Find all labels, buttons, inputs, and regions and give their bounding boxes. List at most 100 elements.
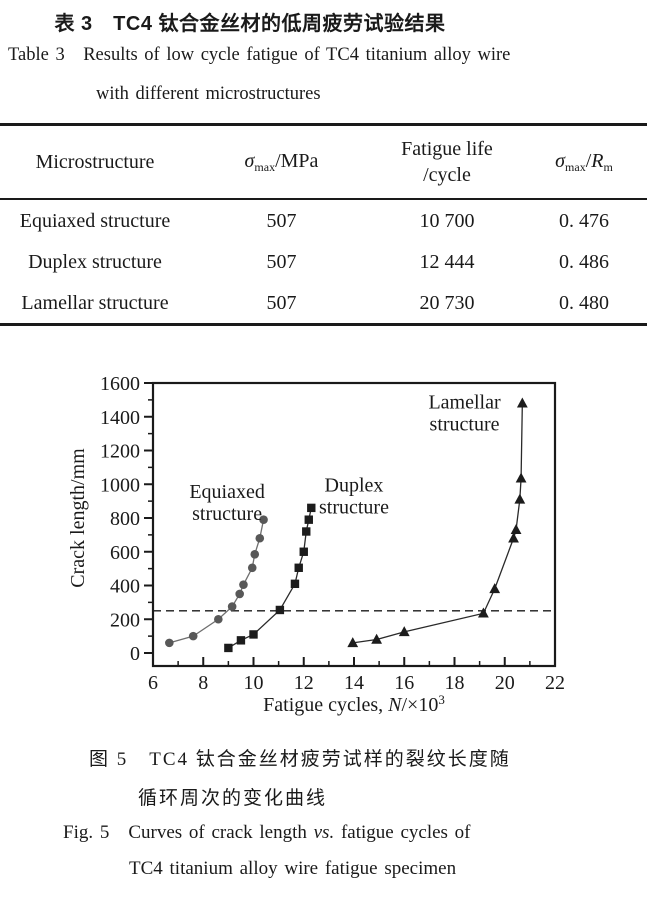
cell-microstructure: Duplex structure <box>28 250 162 273</box>
figure-caption-en-line1: Fig. 5 Curves of crack length vs. fatigu… <box>63 822 471 844</box>
data-point <box>302 527 311 536</box>
sigma-symbol: σ <box>555 150 566 173</box>
series-lamellar: Lamellar structure <box>347 392 528 648</box>
table-row: Duplex structure 507 12 444 0. 486 <box>0 241 647 282</box>
cell-sigma-max: 507 <box>266 291 297 314</box>
table-title-zh: 表 3 TC4 钛合金丝材的低周疲劳试验结果 <box>54 13 446 35</box>
cell-ratio: 0. 480 <box>559 291 609 314</box>
cell-fatigue-life: 20 730 <box>419 291 475 314</box>
data-point <box>307 503 316 513</box>
table-row: Equiaxed structure 507 10 700 0. 476 <box>0 200 647 241</box>
data-point <box>249 630 258 639</box>
x-tick-label: 8 <box>198 672 208 694</box>
x-tick-label: 16 <box>394 672 414 694</box>
x-tick-label: 18 <box>445 672 465 694</box>
results-table: Microstructure σmax/MPa Fatigue life /cy… <box>0 123 647 326</box>
header-fatigue-life-line2: /cycle <box>423 164 471 186</box>
series-equiaxed: Equiaxed structure <box>165 481 268 648</box>
data-point <box>371 633 383 644</box>
figure-caption-zh-line2: 循环周次的变化曲线 <box>138 788 328 809</box>
table-title-en-line2: with different microstructures <box>96 84 321 104</box>
y-tick-label: 400 <box>110 576 140 598</box>
data-point <box>188 631 198 641</box>
sigma-unit: /MPa <box>275 150 319 173</box>
x-axis-title: Fatigue cycles, N/×103 <box>263 692 445 716</box>
r-symbol: R <box>591 150 604 173</box>
data-point <box>514 493 526 504</box>
data-point <box>247 563 257 573</box>
header-microstructure: Microstructure <box>35 151 155 173</box>
table-row: Lamellar structure 507 20 730 0. 480 <box>0 282 647 323</box>
cell-fatigue-life: 12 444 <box>419 250 475 273</box>
data-point <box>235 589 244 599</box>
data-point <box>214 614 223 624</box>
data-point <box>516 397 528 408</box>
cell-sigma-max: 507 <box>266 250 297 273</box>
data-point <box>294 563 303 572</box>
data-point <box>398 626 410 637</box>
data-point <box>489 583 501 594</box>
data-point <box>347 637 359 648</box>
data-point <box>165 638 174 648</box>
y-axis-title: Crack length/mm <box>67 448 89 588</box>
y-tick-label: 1200 <box>100 441 140 463</box>
sigma-symbol: σ <box>244 150 255 173</box>
figure-caption-en-line2: TC4 titanium alloy wire fatigue specimen <box>129 858 457 879</box>
x-tick-label: 10 <box>244 672 264 694</box>
x-tick-label: 20 <box>495 672 515 694</box>
series-label: Duplex structure <box>319 474 389 518</box>
series-duplex: Duplex structure <box>224 474 389 653</box>
data-point <box>275 605 285 615</box>
crack-length-vs-fatigue-cycles-chart: 0 200 400 600 800 1000 1200 1400 1600 6 8 10 12 14 16 1… <box>67 373 565 716</box>
slash: / <box>585 150 592 173</box>
y-tick-label: 600 <box>110 542 140 564</box>
y-axis-ticks: 0 200 400 600 800 1000 1200 1400 1600 <box>100 373 153 665</box>
y-tick-label: 1000 <box>100 474 140 496</box>
header-fatigue-life: Fatigue life /cycle <box>373 136 521 188</box>
cell-ratio: 0. 486 <box>559 250 609 273</box>
header-sigma-ratio: σmax/Rm <box>521 148 647 176</box>
data-point <box>224 643 233 653</box>
data-point <box>515 472 527 483</box>
cell-sigma-max: 507 <box>266 209 297 232</box>
series-label: Lamellar structure <box>428 392 501 436</box>
data-point <box>239 580 248 589</box>
cell-fatigue-life: 10 700 <box>419 209 475 232</box>
caption-prefix: Fig. 5 Curves of crack length <box>63 822 314 843</box>
sigma-subscript: max <box>254 160 276 175</box>
x-axis-ticks: 6 8 10 12 14 16 18 20 22 <box>148 657 565 694</box>
cell-microstructure: Lamellar structure <box>21 291 169 314</box>
y-tick-label: 200 <box>110 609 140 631</box>
y-tick-label: 1600 <box>100 373 140 395</box>
data-point <box>508 532 519 543</box>
cell-microstructure: Equiaxed structure <box>19 209 171 232</box>
data-point <box>304 515 313 524</box>
cell-ratio: 0. 476 <box>559 209 609 232</box>
figure-caption-zh-line1: 图 5 TC4 钛合金丝材疲劳试样的裂纹长度随 <box>89 749 511 770</box>
header-fatigue-life-line1: Fatigue life <box>401 138 493 160</box>
caption-suffix: fatigue cycles of <box>334 822 471 843</box>
data-point <box>236 636 246 645</box>
data-point <box>227 602 237 611</box>
x-tick-label: 12 <box>294 672 314 694</box>
y-tick-label: 1400 <box>100 407 140 429</box>
x-tick-label: 14 <box>344 672 364 694</box>
data-point <box>250 549 260 559</box>
data-point <box>255 533 265 543</box>
y-tick-label: 800 <box>110 508 140 530</box>
data-point <box>477 607 489 618</box>
data-point <box>290 579 300 589</box>
y-tick-label: 0 <box>130 643 140 665</box>
caption-vs-italic: vs. <box>313 822 335 843</box>
x-tick-label: 22 <box>545 672 565 694</box>
r-subscript: m <box>603 160 613 175</box>
data-point <box>259 515 268 524</box>
data-point <box>299 547 308 556</box>
x-tick-label: 6 <box>148 672 158 694</box>
header-sigma-max-mpa: σmax/MPa <box>190 148 373 176</box>
sigma-subscript: max <box>565 160 586 175</box>
table-header-row: Microstructure σmax/MPa Fatigue life /cy… <box>0 126 647 200</box>
data-point <box>510 524 522 535</box>
series-label: Equiaxed structure <box>189 481 265 525</box>
